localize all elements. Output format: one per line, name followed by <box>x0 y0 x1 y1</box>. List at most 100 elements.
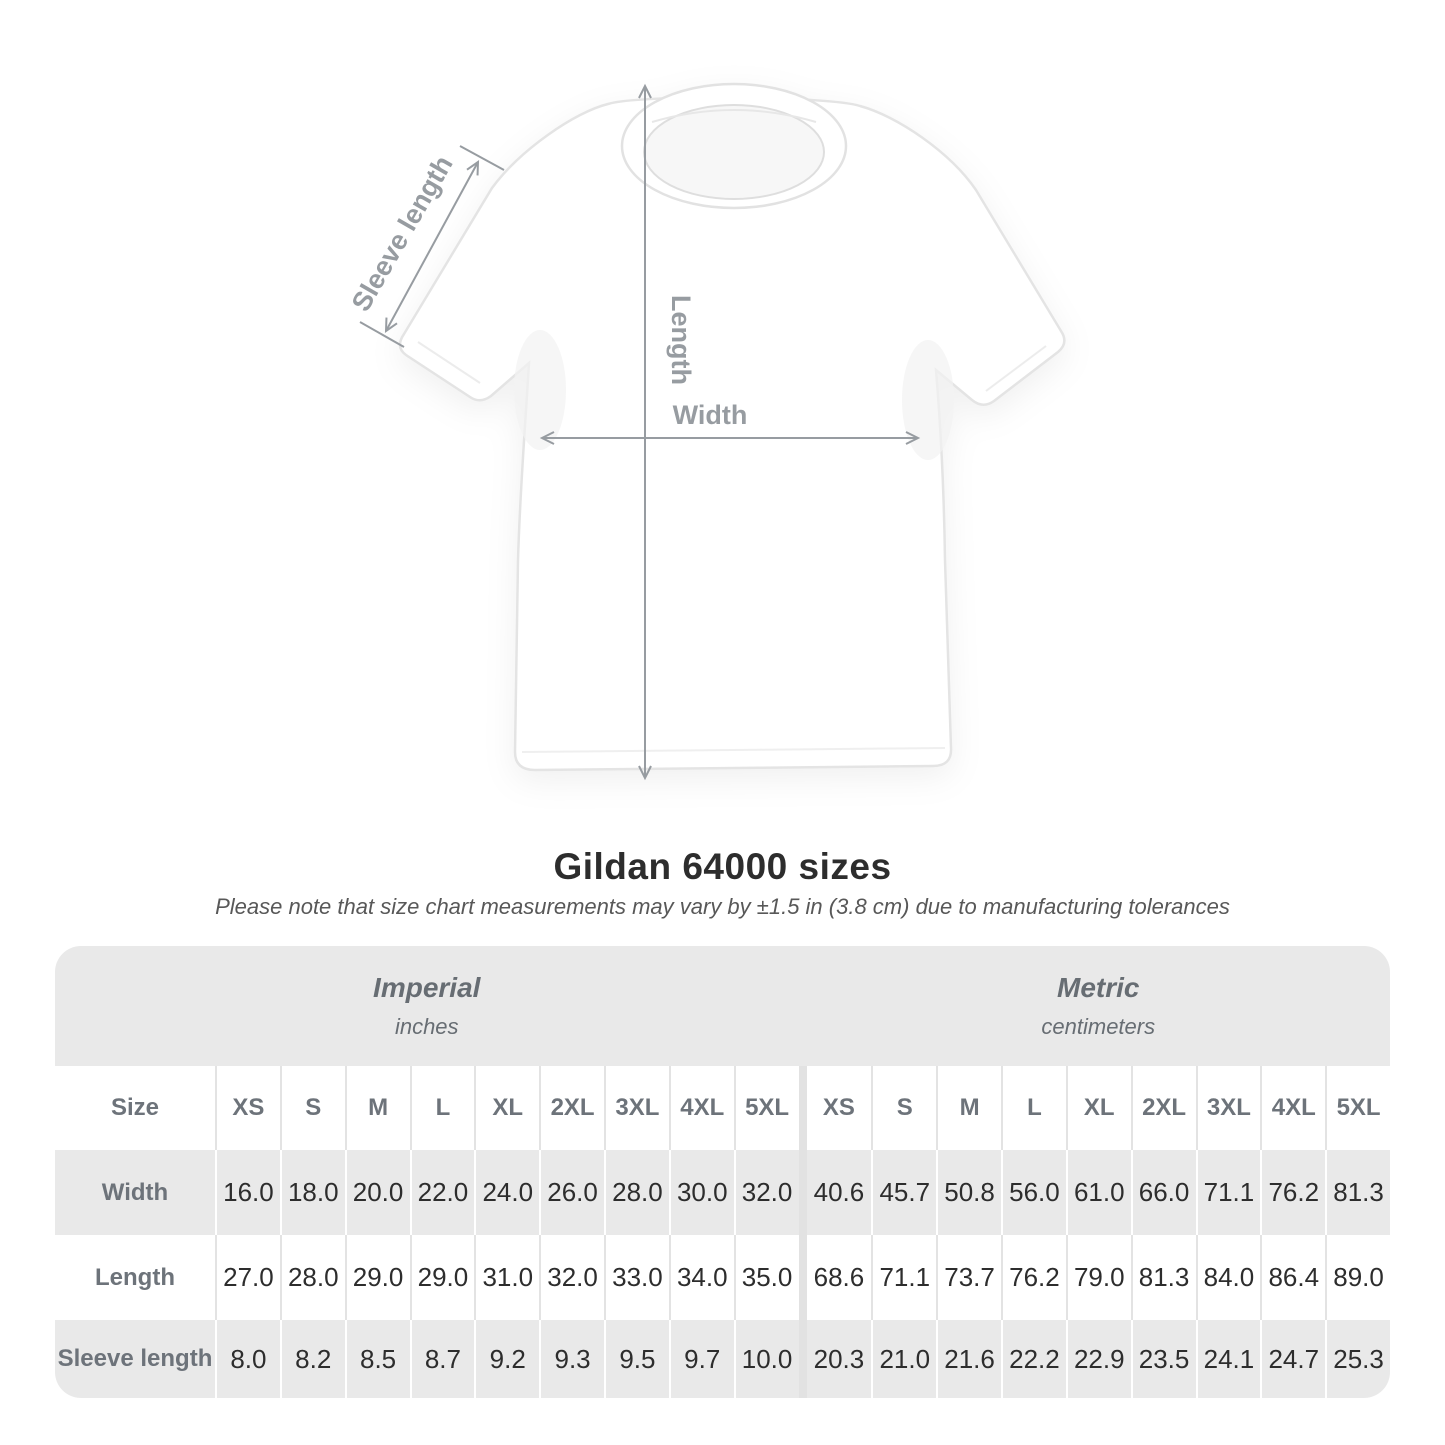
table-cell: 20.0 <box>344 1150 410 1235</box>
size-header: 2XL <box>1130 1066 1196 1150</box>
back-neck-seam <box>651 109 817 123</box>
table-cell: 8.0 <box>215 1320 280 1398</box>
size-header: 4XL <box>1260 1066 1325 1150</box>
section-divider <box>798 946 807 1066</box>
width-arrow-label: Width <box>673 400 748 430</box>
table-cell: 45.7 <box>871 1150 936 1235</box>
table-cell: 8.7 <box>409 1320 475 1398</box>
table-cell: 32.0 <box>539 1235 604 1320</box>
table-cell: 35.0 <box>733 1235 799 1320</box>
table-cell: 32.0 <box>733 1150 799 1235</box>
table-cell: 8.2 <box>279 1320 345 1398</box>
table-cell: 56.0 <box>1001 1150 1066 1235</box>
size-header: 3XL <box>1195 1066 1261 1150</box>
table-cell: 30.0 <box>668 1150 734 1235</box>
table-cell: 61.0 <box>1065 1150 1131 1235</box>
size-header: XS <box>215 1066 280 1150</box>
table-cell: 29.0 <box>409 1235 475 1320</box>
table-cell: 71.1 <box>1195 1150 1261 1235</box>
table-cell: 81.3 <box>1325 1150 1390 1235</box>
table-cell: 20.3 <box>813 1343 865 1374</box>
imperial-group-unit: inches <box>394 1014 459 1039</box>
table-cell: 68.6 <box>813 1262 865 1292</box>
table-cell: 22.9 <box>1065 1320 1131 1398</box>
table-cell: 66.0 <box>1130 1150 1196 1235</box>
size-header: L <box>1001 1066 1066 1150</box>
imperial-group-header: Imperial inches <box>55 946 799 1066</box>
sleeve-length-row: Sleeve length 8.0 8.2 8.5 8.7 9.2 9.3 9.… <box>55 1320 1390 1398</box>
row-label: Width <box>101 1178 169 1206</box>
size-header-row: Size XS S M L XL 2XL 3XL 4XL 5XL XS S M … <box>55 1066 1390 1150</box>
table-cell: 71.1 <box>871 1235 936 1320</box>
section-divider <box>798 1066 807 1150</box>
table-cell: 21.6 <box>936 1320 1001 1398</box>
table-cell: 81.3 <box>1130 1235 1196 1320</box>
table-cell: 25.3 <box>1325 1320 1390 1398</box>
table-cell: 33.0 <box>604 1235 669 1320</box>
table-cell: 9.3 <box>539 1320 604 1398</box>
size-header: 2XL <box>539 1066 604 1150</box>
row-label: Sleeve length <box>57 1345 213 1372</box>
width-arrow: Width <box>539 400 921 445</box>
size-table: Imperial inches Metric centimeters Size … <box>55 946 1390 1398</box>
left-underarm-shade <box>514 330 566 450</box>
right-cuff-seam <box>985 345 1047 392</box>
size-corner-label: Size <box>110 1094 160 1121</box>
width-row: Width 16.0 18.0 20.0 22.0 24.0 26.0 28.0… <box>55 1150 1390 1235</box>
table-cell: 22.2 <box>1001 1320 1066 1398</box>
table-cell: 29.0 <box>344 1235 410 1320</box>
size-header: 4XL <box>668 1066 734 1150</box>
table-cell: 79.0 <box>1065 1235 1131 1320</box>
tolerance-note: Please note that size chart measurements… <box>215 894 1230 919</box>
tshirt-svg: Length Width Sleeve length <box>346 82 1066 781</box>
size-header: M <box>936 1066 1001 1150</box>
metric-group-unit: centimeters <box>1041 1014 1156 1039</box>
unit-group-row: Imperial inches Metric centimeters <box>55 946 1390 1066</box>
size-header: S <box>871 1066 936 1150</box>
size-header: S <box>279 1066 345 1150</box>
left-cuff-seam <box>417 341 481 384</box>
table-cell: 10.0 <box>733 1320 799 1398</box>
size-header: 5XL <box>733 1066 799 1150</box>
table-cell: 34.0 <box>668 1235 734 1320</box>
table-cell: 73.7 <box>936 1235 1001 1320</box>
table-cell: 28.0 <box>604 1150 669 1235</box>
length-row: Length 27.0 28.0 29.0 29.0 31.0 32.0 33.… <box>55 1235 1390 1320</box>
page-title: Gildan 64000 sizes <box>553 846 892 887</box>
tshirt-diagram: Length Width Sleeve length <box>346 82 1066 781</box>
size-header: 5XL <box>1325 1066 1390 1150</box>
table-cell: 23.5 <box>1130 1320 1196 1398</box>
section-divider <box>798 1235 807 1320</box>
table-cell: 76.2 <box>1001 1235 1066 1320</box>
table-cell: 31.0 <box>474 1235 539 1320</box>
right-underarm-shade <box>902 340 954 460</box>
table-cell: 26.0 <box>539 1150 604 1235</box>
table-cell: 24.0 <box>474 1150 539 1235</box>
size-header: XL <box>474 1066 539 1150</box>
table-cell: 9.7 <box>668 1320 734 1398</box>
collar-opening <box>643 104 825 200</box>
section-divider <box>798 1320 807 1398</box>
table-cell: 84.0 <box>1195 1235 1261 1320</box>
section-divider <box>798 1150 807 1235</box>
table-cell: 24.7 <box>1260 1320 1325 1398</box>
table-cell: 9.2 <box>474 1320 539 1398</box>
table-cell: 9.5 <box>604 1320 669 1398</box>
table-cell: 76.2 <box>1260 1150 1325 1235</box>
length-arrow-label: Length <box>666 295 696 385</box>
metric-group-header: Metric centimeters <box>807 946 1391 1066</box>
table-cell: 16.0 <box>215 1150 280 1235</box>
size-header: XL <box>1065 1066 1131 1150</box>
row-label: Length <box>95 1263 175 1291</box>
table-cell: 89.0 <box>1325 1235 1390 1320</box>
table-cell: 27.0 <box>215 1235 280 1320</box>
size-header: L <box>409 1066 475 1150</box>
table-cell: 86.4 <box>1260 1235 1325 1320</box>
table-cell: 28.0 <box>279 1235 345 1320</box>
size-header: 3XL <box>604 1066 669 1150</box>
table-cell: 21.0 <box>871 1320 936 1398</box>
table-cell: 18.0 <box>279 1150 345 1235</box>
table-cell: 50.8 <box>936 1150 1001 1235</box>
table-cell: 24.1 <box>1195 1320 1261 1398</box>
